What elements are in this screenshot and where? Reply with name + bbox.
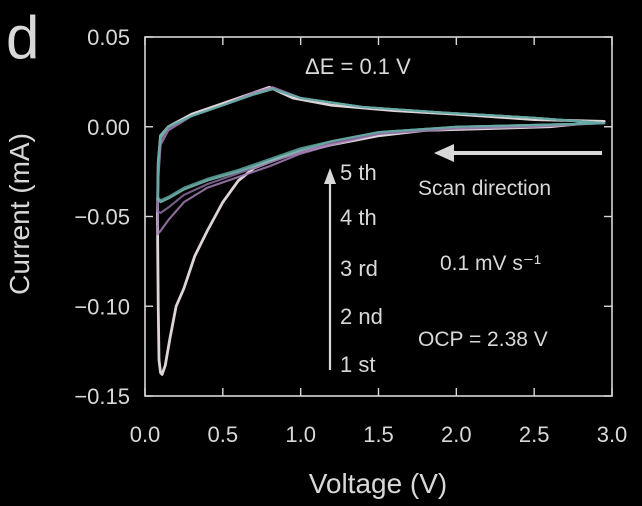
- scan-direction-group: Scan direction: [418, 144, 602, 200]
- x-tick-label: 3.0: [597, 422, 628, 447]
- y-tick-label: −0.10: [74, 294, 130, 319]
- y-tick-label: −0.15: [74, 384, 130, 409]
- cycle-legend: 5 th 4 th 3 rd 2 nd 1 st: [324, 160, 383, 377]
- scan-direction-label: Scan direction: [418, 177, 551, 200]
- x-tick-label: 1.5: [363, 422, 394, 447]
- legend-entry-3rd: 3 rd: [340, 256, 378, 281]
- legend-entry-1st: 1 st: [340, 352, 375, 377]
- x-tick-label: 2.5: [519, 422, 550, 447]
- y-axis-label: Current (mA): [4, 133, 35, 295]
- y-axis-ticks: 0.05 0.00 −0.05 −0.10 −0.15: [74, 25, 612, 409]
- legend-entry-2nd: 2 nd: [340, 304, 383, 329]
- x-tick-label: 1.0: [285, 422, 316, 447]
- series-layer: [156, 85, 606, 376]
- x-axis-label: Voltage (V): [309, 468, 448, 499]
- x-tick-label: 0.5: [208, 422, 239, 447]
- legend-entry-5th: 5 th: [340, 160, 377, 185]
- panel-label: d: [6, 4, 39, 71]
- x-axis-ticks: 0.0 0.5 1.0 1.5 2.0 2.5 3.0: [130, 37, 628, 447]
- cycle-arrow-head: [324, 168, 336, 184]
- ocp-annotation: OCP = 2.38 V: [418, 328, 548, 351]
- series-line-5-th: [156, 88, 606, 202]
- x-tick-label: 2.0: [441, 422, 472, 447]
- x-tick-label: 0.0: [130, 422, 161, 447]
- scan-direction-arrow-head: [434, 144, 454, 162]
- delta-e-annotation: ΔE = 0.1 V: [305, 54, 411, 79]
- y-tick-label: 0.00: [87, 115, 130, 140]
- legend-entry-4th: 4 th: [340, 205, 377, 230]
- y-tick-label: −0.05: [74, 205, 130, 230]
- y-tick-label: 0.05: [87, 25, 130, 50]
- scan-rate-annotation: 0.1 mV s⁻¹: [440, 252, 541, 275]
